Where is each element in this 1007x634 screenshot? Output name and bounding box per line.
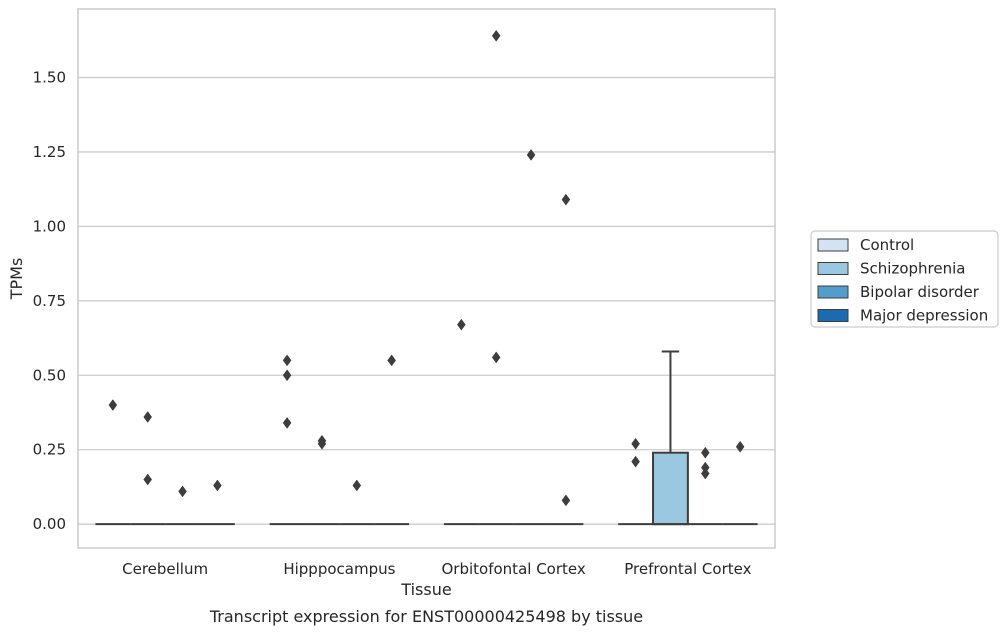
- y-tick-label: 1.50: [33, 68, 66, 86]
- box-layer: [95, 29, 758, 526]
- box-group: [443, 318, 479, 526]
- outlier-point: [561, 494, 571, 507]
- outlier-point: [282, 369, 292, 382]
- box-group: [339, 479, 375, 526]
- box-group: [722, 440, 758, 526]
- legend: Control Schizophrenia Bipolar disorder Majo…: [810, 230, 999, 328]
- outlier-point: [700, 467, 710, 480]
- y-tick-label: 1.00: [33, 217, 66, 235]
- box-group: [95, 399, 131, 526]
- outlier-point: [700, 446, 710, 459]
- outlier-point: [108, 399, 118, 411]
- plot-frame: [77, 8, 776, 549]
- y-tick-label: 1.25: [33, 143, 66, 161]
- x-tick-label: Hipppocampus: [283, 560, 395, 578]
- legend-swatch: [817, 309, 849, 322]
- x-tick-label: Prefrontal Cortex: [624, 560, 751, 578]
- legend-swatch: [817, 262, 849, 275]
- box-group: [548, 193, 584, 526]
- outlier-point: [282, 417, 292, 429]
- legend-swatch: [817, 238, 849, 252]
- box-group: [165, 485, 200, 526]
- box-group: [374, 354, 410, 526]
- y-tick-label: 0.50: [33, 366, 66, 384]
- outlier-point: [282, 354, 292, 367]
- outlier-point: [631, 437, 640, 450]
- box: [652, 451, 689, 526]
- box-group: [130, 411, 166, 526]
- box-group: [652, 350, 689, 526]
- outlier-point: [491, 351, 501, 364]
- legend-frame: [810, 230, 999, 328]
- outlier-point: [526, 148, 536, 161]
- legend-label: Schizophrenia: [860, 260, 965, 278]
- x-tick-label: Orbitofontal Cortex: [442, 560, 586, 578]
- legend-swatch: [817, 285, 849, 299]
- y-tick-label: 0.75: [33, 292, 66, 310]
- y-axis-title: TPMs: [7, 258, 26, 301]
- outlier-point: [352, 479, 362, 492]
- outlier-point: [387, 354, 396, 367]
- outlier-point: [143, 411, 153, 423]
- y-tick-labels: 0.00 0.25 0.50 0.75 1.00 1.25 1.50: [33, 68, 66, 533]
- legend-label: Bipolar disorder: [860, 283, 980, 301]
- box-group: [687, 446, 723, 526]
- box-group: [478, 29, 514, 526]
- outlier-point: [631, 455, 640, 468]
- x-axis-title: Tissue: [400, 580, 451, 599]
- y-tick-label: 0.25: [33, 441, 66, 459]
- outlier-point: [317, 437, 327, 450]
- box-group: [513, 148, 549, 526]
- x-tick-labels: Cerebellum Hipppocampus Orbitofontal Corte…: [122, 560, 751, 578]
- y-tick-label: 0.00: [33, 515, 66, 533]
- outlier-point: [213, 479, 222, 492]
- outlier-point: [143, 473, 153, 486]
- legend-label: Control: [860, 236, 914, 254]
- box-group: [199, 479, 235, 526]
- legend-label: Major depression: [860, 307, 988, 325]
- box-group: [618, 437, 654, 526]
- outlier-point: [491, 29, 501, 42]
- box-group: [269, 354, 305, 526]
- box-group: [304, 434, 340, 526]
- outlier-point: [561, 193, 571, 206]
- chart-caption: Transcript expression for ENST0000042549…: [209, 607, 643, 626]
- outlier-point: [457, 318, 466, 331]
- x-tick-label: Cerebellum: [122, 560, 208, 578]
- outlier-point: [178, 485, 187, 498]
- outlier-point: [735, 440, 745, 453]
